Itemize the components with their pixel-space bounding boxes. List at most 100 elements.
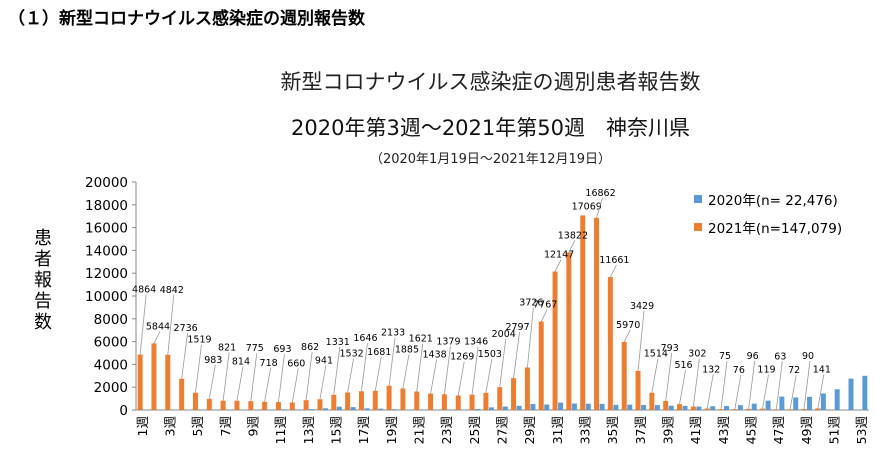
- bar-2021: [773, 409, 779, 410]
- data-label: 96: [747, 351, 759, 362]
- data-label: 3726: [519, 298, 543, 309]
- x-tick-label: 29週: [522, 416, 537, 445]
- data-label-leader: [817, 374, 825, 409]
- bar-2020: [807, 396, 813, 410]
- bar-2021: [690, 406, 696, 410]
- bar-2020: [779, 396, 785, 410]
- x-tick-label: 7週: [218, 416, 233, 437]
- chart-period: （2020年1月19日～2021年12月19日）: [369, 152, 612, 167]
- x-tick-label: 27週: [495, 416, 510, 445]
- data-label-leader: [139, 294, 147, 355]
- data-label-leader: [610, 264, 617, 278]
- data-label-leader: [208, 364, 216, 399]
- bar-2021: [428, 393, 434, 410]
- bar-2020: [710, 406, 716, 410]
- data-label: 1519: [187, 335, 211, 346]
- bar-2021: [511, 378, 517, 410]
- data-label-leader: [554, 259, 562, 272]
- bar-2021: [718, 409, 724, 410]
- data-label: 17069: [572, 201, 602, 212]
- x-tick-label: 5週: [190, 416, 205, 437]
- data-label-leader: [803, 360, 811, 410]
- x-tick-label: 21週: [412, 416, 427, 445]
- bar-2020: [654, 405, 660, 410]
- data-label: 516: [674, 360, 692, 371]
- bar-2020: [475, 408, 481, 410]
- data-label-leader: [637, 310, 645, 371]
- bar-2021: [760, 408, 765, 410]
- bar-2020: [765, 400, 771, 410]
- x-tick-label: 37週: [633, 416, 648, 445]
- bar-2020: [834, 389, 840, 410]
- x-tick-label: 47週: [771, 416, 786, 445]
- y-tick-label: 4000: [94, 357, 128, 373]
- data-label: 75: [719, 351, 731, 362]
- x-tick-label: 13週: [301, 416, 316, 445]
- data-label-leader: [499, 339, 507, 388]
- data-label-leader: [416, 343, 424, 392]
- bar-2021: [787, 409, 793, 410]
- chart-title: 新型コロナウイルス感染症の週別患者報告数: [280, 70, 701, 94]
- bar-2021: [206, 398, 212, 410]
- data-label-leader: [319, 365, 327, 400]
- data-label: 775: [246, 343, 264, 354]
- data-label-leader: [333, 346, 341, 395]
- bar-2020: [793, 397, 799, 410]
- data-label: 941: [315, 355, 333, 366]
- bar-2021: [289, 402, 295, 410]
- data-label: 119: [757, 365, 775, 376]
- data-label: 302: [688, 349, 706, 360]
- bar-2021: [552, 271, 558, 410]
- chart-subtitle: 2020年第3週～2021年第50週 神奈川県: [291, 116, 690, 140]
- data-label-leader: [236, 366, 244, 401]
- x-tick-label: 17週: [356, 416, 371, 445]
- x-tick-label: 33週: [577, 416, 592, 445]
- legend-label-2021: 2021年(n=147,079): [708, 221, 843, 237]
- bar-2021: [248, 401, 254, 410]
- bar-2021: [331, 394, 337, 410]
- bar-2021: [732, 409, 738, 410]
- data-label: 72: [788, 365, 800, 376]
- bar-2020: [737, 405, 743, 410]
- bar-2021: [663, 400, 669, 410]
- bar-2020: [862, 375, 868, 410]
- y-axis-label: 患者報告数: [34, 228, 52, 333]
- bar-2020: [530, 404, 536, 410]
- x-tick-label: 35週: [605, 416, 620, 445]
- data-label: 11661: [599, 255, 629, 266]
- bar-2021: [635, 370, 641, 410]
- y-tick-label: 0: [119, 403, 128, 419]
- data-label-leader: [388, 337, 396, 386]
- bar-2021: [317, 399, 323, 410]
- data-label: 63: [774, 351, 786, 362]
- data-label-leader: [153, 331, 161, 344]
- data-label-leader: [181, 332, 189, 379]
- bar-2021: [262, 401, 268, 410]
- data-label: 1346: [464, 337, 488, 348]
- data-label-leader: [347, 358, 354, 393]
- data-label: 1331: [326, 337, 350, 348]
- data-label-leader: [762, 374, 769, 409]
- data-label: 2133: [381, 328, 405, 339]
- data-label: 4864: [132, 285, 156, 296]
- data-label-leader: [444, 346, 451, 395]
- x-tick-label: 45週: [743, 416, 758, 445]
- bar-2020: [392, 409, 398, 410]
- data-label-leader: [623, 329, 631, 343]
- bar-2021: [151, 343, 157, 410]
- bar-2021: [538, 321, 544, 410]
- legend-item-2020: 2020年(n= 22,476): [694, 189, 842, 209]
- y-tick-label: 14000: [85, 243, 128, 259]
- x-tick-label: 39週: [660, 416, 675, 445]
- data-label-leader: [568, 240, 576, 253]
- y-tick-label: 16000: [85, 221, 128, 237]
- y-tick-label: 18000: [85, 198, 128, 214]
- data-label-leader: [720, 361, 728, 410]
- legend-swatch-2021: [694, 223, 702, 231]
- x-tick-label: 41週: [688, 416, 703, 445]
- bar-2020: [599, 403, 605, 410]
- x-tick-label: 1週: [135, 416, 150, 437]
- bar-2021: [455, 395, 461, 410]
- bar-2020: [820, 393, 826, 410]
- x-tick-label: 23週: [439, 416, 454, 445]
